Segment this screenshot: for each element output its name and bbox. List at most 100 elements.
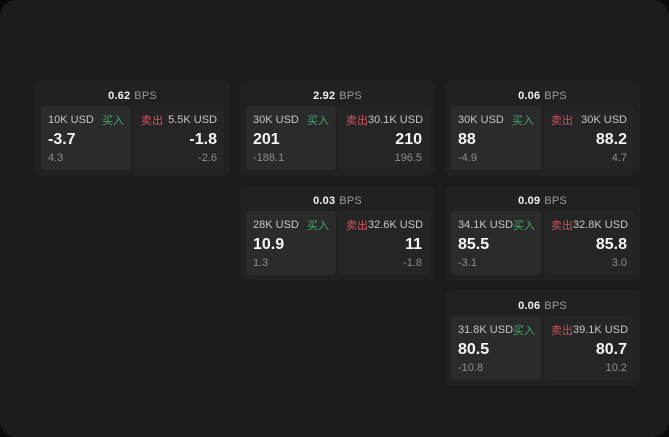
buy-amount: 30K USD (458, 114, 504, 126)
buy-side-label: 买入 (307, 220, 329, 232)
buy-side-label: 买入 (513, 325, 536, 337)
bps-unit-label: BPS (339, 195, 362, 207)
sell-top-row: 卖出 39.1K USD (551, 322, 629, 338)
buy-amount: 30K USD (253, 114, 299, 126)
sell-panel[interactable]: 卖出 30.1K USD 210 196.5 (339, 106, 429, 170)
sell-side-label: 卖出 (346, 115, 368, 127)
buy-top-row: 28K USD 买入 (253, 217, 329, 233)
buy-top-row: 10K USD 买入 (48, 112, 124, 128)
buy-panel[interactable]: 34.1K USD 买入 85.5 -3.1 (451, 211, 541, 275)
buy-top-row: 31.8K USD 买入 (458, 322, 536, 338)
buy-price: 80.5 (458, 341, 490, 358)
sell-delta: 10.2 (605, 362, 627, 374)
buy-panel[interactable]: 28K USD 买入 10.9 1.3 (246, 211, 336, 275)
quote-card: 0.09 BPS 34.1K USD 买入 85.5 -3.1 卖出 32.8K… (445, 185, 640, 281)
sell-price: 80.7 (595, 341, 627, 358)
sell-amount: 30K USD (581, 114, 627, 126)
buy-delta: -10.8 (458, 362, 484, 374)
sell-delta: -1.8 (403, 257, 422, 269)
bps-value: 0.03 (313, 195, 336, 207)
sell-amount: 30.1K USD (368, 114, 424, 126)
sell-delta: 3.0 (611, 257, 627, 269)
buy-top-row: 34.1K USD 买入 (458, 217, 536, 233)
bps-unit-label: BPS (544, 90, 567, 102)
sell-side-label: 卖出 (551, 325, 573, 337)
sell-side-label: 卖出 (551, 115, 573, 127)
buy-side-label: 买入 (102, 115, 124, 127)
card-header: 0.62 BPS (41, 86, 224, 106)
buy-side-label: 买入 (513, 220, 536, 232)
sell-panel[interactable]: 卖出 30K USD 88.2 4.7 (544, 106, 634, 170)
sell-side-label: 卖出 (551, 220, 573, 232)
buy-top-row: 30K USD 买入 (253, 112, 329, 128)
sell-panel[interactable]: 卖出 5.5K USD -1.8 -2.6 (134, 106, 224, 170)
sell-amount: 5.5K USD (168, 114, 217, 126)
sell-delta: 4.7 (611, 152, 627, 164)
sell-top-row: 卖出 32.8K USD (551, 217, 628, 233)
quote-card: 0.06 BPS 30K USD 买入 88 -4.9 卖出 30K USD 8… (445, 80, 640, 176)
sell-amount: 32.6K USD (368, 219, 424, 231)
buy-price: -3.7 (48, 131, 76, 148)
buy-price: 10.9 (253, 236, 285, 253)
buy-panel[interactable]: 10K USD 买入 -3.7 4.3 (41, 106, 131, 170)
card-header: 0.06 BPS (451, 86, 634, 106)
quote-panels: 30K USD 买入 201 -188.1 卖出 30.1K USD 210 1… (246, 106, 429, 170)
sell-top-row: 卖出 5.5K USD (141, 112, 217, 128)
sell-price: -1.8 (189, 131, 217, 148)
buy-delta: -4.9 (458, 152, 477, 164)
buy-price: 201 (253, 131, 280, 148)
quote-card: 2.92 BPS 30K USD 买入 201 -188.1 卖出 30.1K … (240, 80, 435, 176)
sell-delta: 196.5 (394, 152, 422, 164)
buy-side-label: 买入 (512, 115, 534, 127)
quote-card: 0.03 BPS 28K USD 买入 10.9 1.3 卖出 32.6K US… (240, 185, 435, 281)
quote-panels: 31.8K USD 买入 80.5 -10.8 卖出 39.1K USD 80.… (451, 316, 634, 380)
sell-top-row: 卖出 32.6K USD (346, 217, 424, 233)
quote-panels: 28K USD 买入 10.9 1.3 卖出 32.6K USD 11 -1.8 (246, 211, 429, 275)
buy-amount: 34.1K USD (458, 219, 514, 231)
buy-amount: 10K USD (48, 114, 94, 126)
bps-value: 0.06 (518, 90, 541, 102)
sell-price: 88.2 (595, 131, 627, 148)
sell-panel[interactable]: 卖出 32.6K USD 11 -1.8 (339, 211, 429, 275)
sell-top-row: 卖出 30K USD (551, 112, 627, 128)
sell-amount: 39.1K USD (573, 324, 629, 336)
buy-amount: 28K USD (253, 219, 299, 231)
buy-delta: -3.1 (458, 257, 477, 269)
quote-card: 0.62 BPS 10K USD 买入 -3.7 4.3 卖出 5.5K USD… (35, 80, 230, 176)
bps-unit-label: BPS (134, 90, 157, 102)
buy-price: 85.5 (458, 236, 490, 253)
buy-panel[interactable]: 30K USD 买入 88 -4.9 (451, 106, 541, 170)
buy-side-label: 买入 (307, 115, 329, 127)
buy-price: 88 (458, 131, 476, 148)
bps-unit-label: BPS (544, 195, 567, 207)
card-header: 0.06 BPS (451, 296, 634, 316)
sell-top-row: 卖出 30.1K USD (346, 112, 424, 128)
sell-price: 85.8 (595, 236, 627, 253)
buy-panel[interactable]: 31.8K USD 买入 80.5 -10.8 (451, 316, 541, 380)
bps-value: 2.92 (313, 90, 336, 102)
buy-panel[interactable]: 30K USD 买入 201 -188.1 (246, 106, 336, 170)
card-header: 0.09 BPS (451, 191, 634, 211)
buy-delta: -188.1 (253, 152, 285, 164)
sell-price: 210 (395, 131, 422, 148)
bps-value: 0.09 (518, 195, 541, 207)
quote-panels: 34.1K USD 买入 85.5 -3.1 卖出 32.8K USD 85.8… (451, 211, 634, 275)
card-header: 0.03 BPS (246, 191, 429, 211)
bps-value: 0.06 (518, 300, 541, 312)
sell-delta: -2.6 (198, 152, 217, 164)
bps-unit-label: BPS (544, 300, 567, 312)
quote-card: 0.06 BPS 31.8K USD 买入 80.5 -10.8 卖出 39.1… (445, 290, 640, 386)
quote-panels: 10K USD 买入 -3.7 4.3 卖出 5.5K USD -1.8 -2.… (41, 106, 224, 170)
buy-delta: 4.3 (48, 152, 64, 164)
buy-amount: 31.8K USD (458, 324, 514, 336)
sell-side-label: 卖出 (141, 115, 163, 127)
bps-value: 0.62 (108, 90, 131, 102)
quote-panels: 30K USD 买入 88 -4.9 卖出 30K USD 88.2 4.7 (451, 106, 634, 170)
buy-top-row: 30K USD 买入 (458, 112, 534, 128)
sell-panel[interactable]: 卖出 32.8K USD 85.8 3.0 (544, 211, 634, 275)
card-header: 2.92 BPS (246, 86, 429, 106)
sell-panel[interactable]: 卖出 39.1K USD 80.7 10.2 (544, 316, 634, 380)
bps-unit-label: BPS (339, 90, 362, 102)
buy-delta: 1.3 (253, 257, 269, 269)
